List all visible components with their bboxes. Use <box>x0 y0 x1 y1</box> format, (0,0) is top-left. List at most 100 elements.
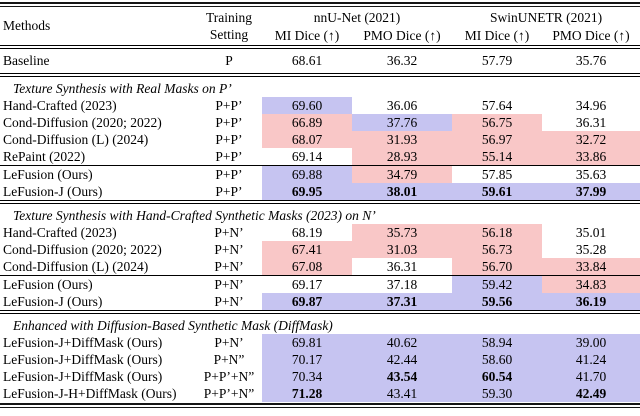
table-row: Cond-Diffusion (L) (2024) P+P’ 68.07 31.93 5… <box>0 131 640 148</box>
method-cell: Hand-Crafted (2023) <box>3 224 117 240</box>
value-cell: 31.93 <box>352 131 453 148</box>
method-cell: RePaint (2022) <box>3 148 86 164</box>
table-header: Methods Training Setting nnU-Net (2021) … <box>0 7 640 45</box>
value-cell: 55.14 <box>452 148 543 165</box>
value-cell: 36.06 <box>386 97 418 113</box>
value-cell: 58.94 <box>452 334 543 351</box>
section-title: Texture Synthesis with Real Masks on P’ <box>0 77 640 97</box>
value-cell: 37.31 <box>352 293 453 310</box>
value-cell: 37.99 <box>542 183 640 200</box>
section-title: Texture Synthesis with Hand-Crafted Synt… <box>0 204 640 224</box>
value-cell: 57.85 <box>481 166 513 182</box>
single-rule <box>0 275 640 276</box>
value-cell: 34.83 <box>542 276 640 293</box>
training-setting-cell: P+N’ <box>214 334 244 350</box>
value-cell: 56.75 <box>452 114 543 131</box>
value-cell: 68.07 <box>262 131 352 148</box>
value-cell: 39.00 <box>542 334 640 351</box>
table-row: Cond-Diffusion (2020; 2022) P+N’ 67.41 31.0… <box>0 241 640 258</box>
training-setting-cell: P+N” <box>213 351 245 367</box>
training-setting-cell: P+P’ <box>215 166 243 182</box>
value-cell: 59.42 <box>452 276 543 293</box>
value-cell: 56.18 <box>452 224 543 241</box>
value-cell: 35.63 <box>575 166 607 182</box>
col-header-nnunet-mi-dice: MI Dice (↑) <box>274 27 340 43</box>
value-cell: 41.24 <box>542 351 640 368</box>
value-cell: 56.97 <box>452 131 543 148</box>
value-cell: 59.56 <box>452 293 543 310</box>
value-cell: 42.49 <box>542 385 640 402</box>
training-setting-cell: P+P’ <box>215 114 243 130</box>
value-cell: 67.41 <box>262 241 352 258</box>
training-setting-cell: P+N’ <box>214 224 244 240</box>
value-cell: 59.30 <box>452 385 543 402</box>
method-cell: LeFusion-J+DiffMask (Ours) <box>3 334 163 350</box>
section-title-text: Texture Synthesis with Real Masks on P’ <box>13 80 232 96</box>
table-row: LeFusion-J+DiffMask (Ours) P+P’+N” 70.34 43… <box>0 368 640 385</box>
value-cell: 69.17 <box>291 276 323 292</box>
col-header-swinunetr-mi-dice: MI Dice (↑) <box>464 27 530 43</box>
value-cell: 31.03 <box>352 241 453 258</box>
value-cell: 34.96 <box>575 97 607 113</box>
value-cell: 33.86 <box>542 148 640 165</box>
method-cell: LeFusion (Ours) <box>3 166 93 182</box>
method-cell: LeFusion-J+DiffMask (Ours) <box>3 351 163 367</box>
table-top-rule <box>0 2 640 7</box>
training-setting-cell: P+N’ <box>214 258 244 274</box>
table-row: RePaint (2022) P+P’ 69.14 28.93 55.14 33.86 <box>0 148 640 165</box>
value-cell: 68.19 <box>291 224 323 240</box>
header-group-row: Methods Training Setting nnU-Net (2021) … <box>0 7 640 43</box>
training-setting-cell: P+P’ <box>215 148 243 164</box>
value-cell: 69.60 <box>262 97 352 114</box>
col-header-training-setting: Training Setting <box>196 7 262 45</box>
value-cell: 36.32 <box>386 53 418 68</box>
training-setting-cell: P+P’ <box>215 131 243 147</box>
value-cell: 36.19 <box>542 293 640 310</box>
col-header-swinunetr-pmo-dice: PMO Dice (↑) <box>552 27 630 43</box>
table-row: Hand-Crafted (2023) P+N’ 68.19 35.73 56.18 35… <box>0 224 640 241</box>
table-row: Baseline P 68.61 36.32 57.79 35.76 <box>0 49 640 73</box>
section-title-text: Enhanced with Diffusion-Based Synthetic … <box>13 317 333 333</box>
table-row: Hand-Crafted (2023) P+P’ 69.60 36.06 57.64 34… <box>0 97 640 114</box>
method-cell: LeFusion-J (Ours) <box>3 183 103 199</box>
value-cell: 70.17 <box>262 351 352 368</box>
value-cell: 43.41 <box>352 385 453 402</box>
table-row: Cond-Diffusion (2020; 2022) P+P’ 66.89 37.7… <box>0 114 640 131</box>
value-cell: 58.60 <box>452 351 543 368</box>
table-row: LeFusion (Ours) P+P’ 69.88 34.79 57.85 35.63 <box>0 166 640 183</box>
method-cell: Cond-Diffusion (L) (2024) <box>3 258 149 274</box>
method-cell: Baseline <box>3 53 50 68</box>
training-setting-line1: Training <box>205 10 252 25</box>
value-cell: 67.08 <box>262 258 352 275</box>
single-rule <box>0 165 640 166</box>
method-cell: Hand-Crafted (2023) <box>3 97 117 113</box>
method-cell: LeFusion-J-H+DiffMask (Ours) <box>3 385 177 401</box>
value-cell: 59.61 <box>452 183 543 200</box>
training-setting-cell: P+N’ <box>214 276 244 292</box>
value-cell: 69.88 <box>262 166 352 183</box>
header-sub-row: MI Dice (↑) PMO Dice (↑) MI Dice (↑) PMO… <box>0 26 640 45</box>
section-title-text: Texture Synthesis with Hand-Crafted Synt… <box>13 207 376 223</box>
training-setting-cell: P+N’ <box>214 241 244 257</box>
training-setting-cell: P <box>225 53 233 68</box>
value-cell: 70.34 <box>262 368 352 385</box>
col-header-methods: Methods <box>3 18 51 33</box>
table-body: Baseline P 68.61 36.32 57.79 35.76 Texture Syn… <box>0 45 640 402</box>
value-cell: 35.76 <box>575 53 607 68</box>
value-cell: 42.44 <box>352 351 453 368</box>
value-cell: 69.87 <box>262 293 352 310</box>
double-rule <box>0 310 640 314</box>
table-row: LeFusion-J (Ours) P+P’ 69.95 38.01 59.61 37.9… <box>0 183 640 200</box>
value-cell: 34.79 <box>352 166 453 183</box>
value-cell: 35.73 <box>352 224 453 241</box>
value-cell: 68.61 <box>291 53 323 68</box>
training-setting-cell: P+P’+N” <box>203 385 255 401</box>
method-cell: LeFusion-J (Ours) <box>3 293 103 309</box>
table-row: LeFusion-J+DiffMask (Ours) P+N’ 69.81 40.62… <box>0 334 640 351</box>
table-row: LeFusion-J (Ours) P+N’ 69.87 37.31 59.56 36.1… <box>0 293 640 310</box>
value-cell: 41.70 <box>542 368 640 385</box>
table-row: LeFusion (Ours) P+N’ 69.17 37.18 59.42 34.83 <box>0 276 640 293</box>
method-cell: LeFusion (Ours) <box>3 276 93 292</box>
method-cell: LeFusion-J+DiffMask (Ours) <box>3 368 163 384</box>
value-cell: 36.31 <box>575 114 607 130</box>
